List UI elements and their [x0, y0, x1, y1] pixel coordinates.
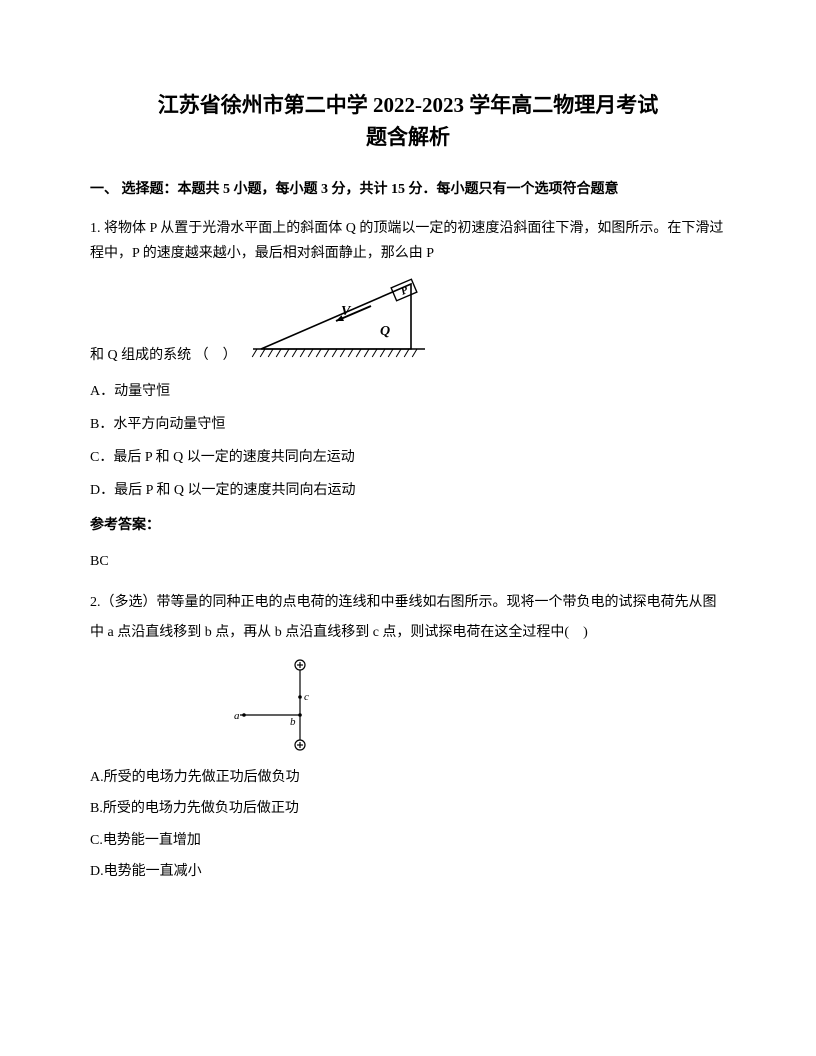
page-title: 江苏省徐州市第二中学 2022-2023 学年高二物理月考试 题含解析: [90, 90, 726, 153]
title-line1: 江苏省徐州市第二中学 2022-2023 学年高二物理月考试: [158, 93, 659, 117]
q1-option-b: B．水平方向动量守恒: [90, 412, 726, 437]
q2-option-b: B.所受的电场力先做负功后做正功: [90, 796, 726, 821]
charges-diagram: a b c: [230, 655, 726, 755]
q2-options: A.所受的电场力先做正功后做负功 B.所受的电场力先做负功后做正功 C.电势能一…: [90, 765, 726, 884]
q1-diagram-row: 和 Q 组成的系统 （ ） P V Q: [90, 269, 726, 369]
svg-text:a: a: [234, 710, 240, 722]
q1-option-a: A．动量守恒: [90, 379, 726, 404]
q1-answer-label: 参考答案：: [90, 513, 726, 538]
question-1: 1. 将物体 P 从置于光滑水平面上的斜面体 Q 的顶端以一定的初速度沿斜面往下…: [90, 216, 726, 574]
q1-option-c: C．最后 P 和 Q 以一定的速度共同向左运动: [90, 445, 726, 470]
q1-intro: 1. 将物体 P 从置于光滑水平面上的斜面体 Q 的顶端以一定的初速度沿斜面往下…: [90, 216, 726, 266]
svg-text:V: V: [341, 304, 352, 319]
q2-option-a: A.所受的电场力先做正功后做负功: [90, 765, 726, 790]
question-2: 2.（多选）带等量的同种正电的点电荷的连线和中垂线如右图所示。现将一个带负电的试…: [90, 588, 726, 884]
incline-diagram: P V Q: [241, 269, 441, 369]
svg-text:P: P: [399, 284, 410, 298]
svg-text:c: c: [304, 691, 309, 703]
q2-option-c: C.电势能一直增加: [90, 828, 726, 853]
q2-option-d: D.电势能一直减小: [90, 859, 726, 884]
svg-text:b: b: [290, 716, 296, 728]
q1-tail-text: 和 Q 组成的系统 （ ）: [90, 343, 237, 368]
q1-option-d: D．最后 P 和 Q 以一定的速度共同向右运动: [90, 478, 726, 503]
q2-intro: 2.（多选）带等量的同种正电的点电荷的连线和中垂线如右图所示。现将一个带负电的试…: [90, 588, 726, 650]
title-line2: 题含解析: [366, 125, 450, 149]
q1-answer-value: BC: [90, 549, 726, 574]
section-1-header: 一、 选择题：本题共 5 小题，每小题 3 分，共计 15 分．每小题只有一个选…: [90, 177, 726, 202]
svg-text:Q: Q: [380, 324, 390, 339]
